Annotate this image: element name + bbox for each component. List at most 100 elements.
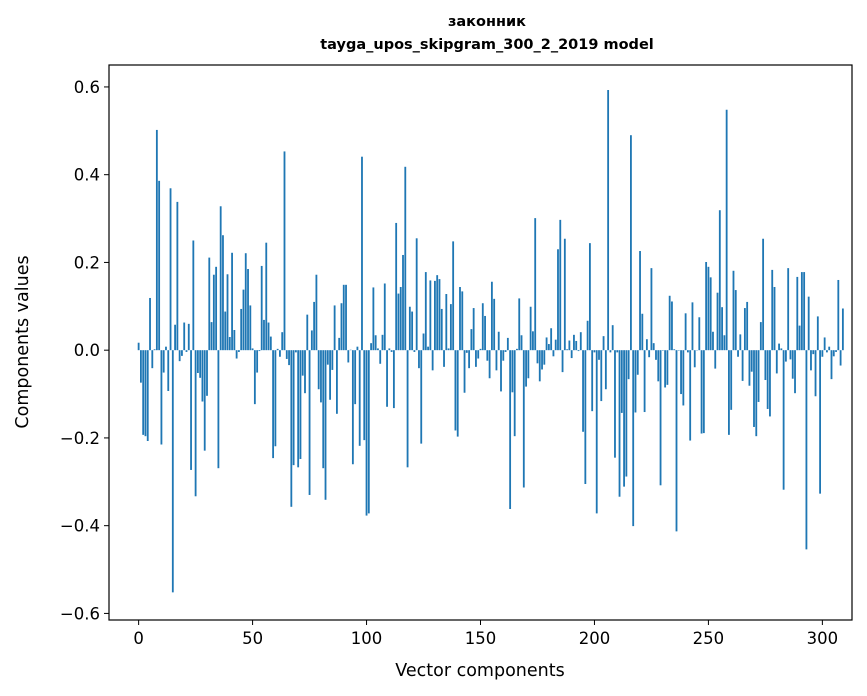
bar-276 (766, 350, 769, 409)
bar-305 (832, 350, 835, 357)
bar-99 (363, 350, 366, 441)
bar-287 (791, 350, 794, 379)
bar-30 (206, 350, 208, 396)
bar-173 (532, 331, 534, 351)
bar-17 (176, 201, 179, 351)
bar-147 (472, 308, 475, 351)
bar-222 (643, 350, 646, 413)
x-tick-label: 100 (351, 629, 383, 648)
bar-156 (493, 298, 496, 351)
x-tick-label: 300 (807, 629, 839, 648)
bar-199 (591, 350, 594, 412)
x-tick-label: 200 (579, 629, 611, 648)
bar-63 (281, 332, 284, 351)
bar-34 (215, 266, 218, 351)
bar-8 (155, 129, 158, 351)
bar-290 (798, 325, 801, 351)
y-tick-label: 0.2 (74, 253, 100, 272)
x-axis-ticks: 0 50 100 150 200 250 300 (133, 620, 838, 648)
bar-194 (579, 332, 582, 351)
bar-105 (377, 348, 379, 351)
bar-196 (584, 350, 587, 484)
bar-187 (563, 238, 566, 351)
bar-109 (386, 350, 388, 407)
bar-52 (256, 350, 259, 373)
bar-83 (326, 350, 329, 365)
bar-5 (149, 297, 151, 351)
bar-85 (331, 350, 334, 370)
bar-54 (260, 265, 263, 351)
bar-167 (518, 298, 521, 351)
bar-207 (609, 350, 612, 353)
bar-211 (618, 350, 621, 497)
bar-161 (504, 350, 507, 352)
bar-44 (238, 350, 240, 352)
bar-41 (231, 252, 233, 351)
bar-231 (664, 350, 667, 388)
bar-74 (306, 314, 309, 351)
bar-300 (821, 350, 824, 357)
bar-246 (698, 317, 701, 351)
bar-188 (566, 349, 569, 351)
bar-190 (570, 350, 573, 359)
bar-130 (434, 280, 436, 351)
bar-235 (673, 349, 676, 351)
bar-264 (739, 334, 742, 351)
bar-273 (759, 322, 762, 351)
bar-157 (495, 350, 498, 371)
bar-279 (773, 287, 776, 351)
bar-50 (251, 348, 254, 351)
bar-244 (693, 350, 696, 368)
bar-159 (500, 350, 502, 392)
bar-185 (559, 219, 562, 351)
bar-184 (557, 249, 559, 351)
x-tick-label: 0 (133, 629, 144, 648)
bar-27 (199, 350, 202, 378)
bar-179 (545, 337, 548, 351)
x-axis-label: Vector components (395, 661, 564, 681)
bar-80 (320, 350, 322, 403)
chart-title: законник (448, 14, 526, 30)
x-tick-label: 250 (693, 629, 725, 648)
bar-278 (771, 269, 774, 351)
y-tick-label: 0.0 (74, 341, 100, 360)
bar-12 (165, 346, 167, 351)
bar-148 (475, 350, 477, 367)
bar-169 (522, 350, 525, 488)
bar-24 (192, 240, 195, 351)
bar-206 (607, 90, 610, 351)
bar-23 (190, 350, 192, 470)
bar-82 (324, 350, 327, 500)
bar-295 (810, 350, 812, 371)
bar-227 (655, 350, 657, 360)
bar-178 (543, 350, 546, 365)
bar-307 (837, 279, 840, 351)
bar-309 (841, 308, 844, 351)
chart-subtitle: tayga_upos_skipgram_300_2_2019 model (320, 37, 654, 53)
bar-120 (411, 311, 414, 351)
bar-270 (753, 350, 755, 427)
bar-304 (830, 350, 833, 380)
bar-234 (671, 301, 673, 351)
y-tick-label: 0.6 (74, 78, 100, 97)
bar-198 (588, 243, 591, 351)
bar-269 (750, 350, 753, 372)
bar-76 (310, 330, 313, 351)
bar-145 (468, 350, 471, 369)
bar-111 (390, 350, 393, 352)
bar-149 (477, 350, 480, 359)
bar-115 (399, 287, 402, 351)
bar-241 (686, 350, 689, 353)
bar-112 (392, 350, 395, 409)
bar-118 (406, 350, 409, 468)
bar-193 (577, 350, 580, 352)
bar-293 (805, 350, 808, 550)
bar-87 (336, 350, 338, 414)
bar-164 (511, 350, 514, 393)
bar-108 (383, 283, 386, 351)
bar-15 (171, 350, 174, 593)
bar-10 (160, 350, 163, 445)
bar-122 (415, 238, 418, 351)
bar-81 (322, 350, 325, 469)
bar-40 (228, 337, 231, 351)
